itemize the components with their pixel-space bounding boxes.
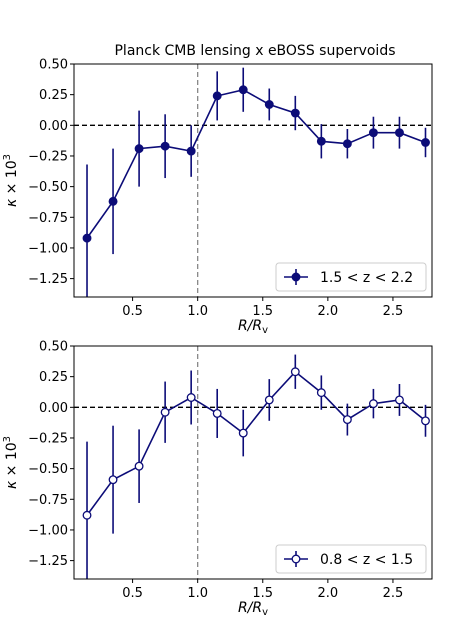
data-point: [395, 395, 404, 405]
legend-label: 1.5 < z < 2.2: [320, 270, 413, 286]
plot-frame: [73, 345, 433, 580]
series-line: [86, 88, 426, 239]
data-point: [290, 367, 300, 377]
legend: 1.5 < z < 2.2: [275, 262, 427, 292]
legend-marker: [291, 554, 301, 564]
chart-title: Planck CMB lensing x eBOSS supervoids: [114, 43, 395, 59]
data-point: [186, 146, 196, 156]
data-point: [368, 399, 378, 409]
data-point: [342, 139, 352, 149]
y-tick-label: −1.25: [28, 272, 68, 287]
data-point: [421, 416, 430, 426]
x-tick-label: 0.5: [122, 586, 143, 601]
data-point: [238, 428, 248, 438]
y-tick-label: −0.50: [28, 180, 68, 195]
data-point: [368, 128, 378, 138]
x-tick-label: 2.5: [383, 304, 404, 319]
data-point: [395, 128, 404, 138]
y-tick-label: −0.75: [28, 493, 68, 508]
data-point: [264, 100, 274, 109]
y-axis-label: κ × 103: [2, 436, 20, 489]
data-point: [160, 407, 170, 417]
x-tick-label: 1.0: [187, 586, 208, 601]
series: [82, 354, 430, 579]
y-tick-label: −0.25: [28, 149, 68, 164]
x-tick-label: 1.5: [252, 304, 273, 319]
legend-box: [275, 544, 427, 574]
y-tick-label: 0.25: [39, 88, 68, 103]
y-tick-label: 0.25: [39, 370, 68, 385]
x-tick-label: 2.5: [383, 586, 404, 601]
y-axis-label: κ × 103: [2, 154, 20, 207]
data-point: [108, 475, 118, 485]
data-point: [82, 510, 92, 520]
x-tick-label: 2.0: [318, 586, 339, 601]
y-tick-label: −0.50: [28, 462, 68, 477]
legend-box: [275, 262, 427, 292]
x-axis-label: R/Rv: [238, 318, 268, 336]
top-panel: 1.5 < z < 2.2 0.50 0.25 0.00 −0.25 −0.50 −0.75…: [2, 58, 433, 336]
data-point: [342, 415, 352, 425]
legend-marker: [291, 272, 301, 282]
series-line: [86, 370, 426, 516]
x-tick-label: 2.0: [318, 304, 339, 319]
y-tick-label: −1.00: [28, 523, 68, 538]
x-axis-label: R/Rv: [238, 600, 268, 618]
data-point: [186, 393, 196, 402]
data-point: [160, 141, 170, 151]
plot-frame: [73, 63, 433, 298]
x-tick-label: 0.5: [122, 304, 143, 319]
data-point: [290, 108, 300, 118]
series: [82, 67, 430, 297]
data-point: [316, 136, 326, 146]
legend: 0.8 < z < 1.5: [275, 544, 427, 574]
data-point: [134, 461, 144, 471]
x-tick-label: 1.5: [252, 586, 273, 601]
data-point: [421, 138, 430, 147]
y-tick-label: 0.00: [39, 119, 68, 134]
data-point: [134, 144, 144, 154]
y-tick-label: −0.25: [28, 431, 68, 446]
bottom-panel: 0.8 < z < 1.5 0.50 0.25 0.00 −0.25 −0.50 −0.75…: [2, 340, 433, 618]
legend-label: 0.8 < z < 1.5: [320, 552, 413, 568]
y-tick-label: 0.50: [39, 58, 68, 73]
data-point: [238, 85, 248, 95]
data-point: [316, 388, 326, 398]
data-point: [82, 233, 92, 243]
data-point: [108, 196, 118, 206]
data-point: [212, 408, 222, 418]
y-tick-label: 0.00: [39, 401, 68, 416]
y-tick-label: 0.50: [39, 340, 68, 355]
x-tick-label: 1.0: [187, 304, 208, 319]
y-tick-label: −0.75: [28, 211, 68, 226]
y-tick-label: −1.00: [28, 241, 68, 256]
y-tick-label: −1.25: [28, 554, 68, 569]
data-point: [264, 395, 274, 405]
data-point: [212, 91, 222, 101]
